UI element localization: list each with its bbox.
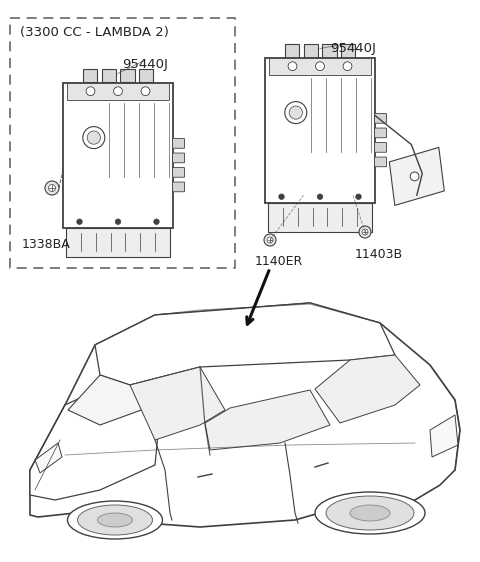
Bar [67,83,168,100]
Circle shape [141,87,150,96]
Circle shape [362,229,368,235]
Text: 1140ER: 1140ER [255,255,303,268]
Bar [66,228,170,256]
Bar [120,70,134,83]
Polygon shape [35,443,62,473]
Circle shape [359,226,371,238]
Polygon shape [95,303,395,385]
FancyBboxPatch shape [374,157,386,167]
FancyBboxPatch shape [374,143,386,152]
Ellipse shape [97,513,132,527]
Bar [101,70,116,83]
Bar [269,57,371,75]
Circle shape [86,87,95,96]
Circle shape [48,184,56,192]
Circle shape [264,234,276,246]
Polygon shape [315,355,420,423]
Polygon shape [130,367,225,440]
Circle shape [83,126,105,148]
Ellipse shape [315,492,425,534]
Circle shape [316,62,324,71]
Circle shape [45,181,59,195]
Polygon shape [68,367,200,425]
FancyBboxPatch shape [172,182,184,192]
Circle shape [77,219,82,224]
Circle shape [317,194,323,200]
Circle shape [289,106,302,119]
Polygon shape [389,147,444,205]
FancyBboxPatch shape [374,114,386,123]
Bar [268,202,372,232]
Polygon shape [205,390,330,450]
Ellipse shape [77,505,153,535]
Bar [303,44,318,57]
Circle shape [285,102,307,124]
Text: 1338BA: 1338BA [22,238,71,251]
Bar [285,44,299,57]
Circle shape [343,62,352,71]
FancyBboxPatch shape [172,153,184,163]
Polygon shape [430,415,458,457]
Ellipse shape [350,505,390,521]
Text: 95440J: 95440J [122,58,168,71]
FancyBboxPatch shape [172,167,184,177]
FancyBboxPatch shape [374,128,386,138]
Circle shape [114,87,122,96]
Bar [322,44,336,57]
Circle shape [410,172,419,181]
Circle shape [279,194,284,200]
Polygon shape [30,377,160,500]
FancyBboxPatch shape [172,139,184,148]
Bar [83,70,97,83]
Circle shape [115,219,121,224]
Text: 95440J: 95440J [330,42,376,55]
Ellipse shape [326,496,414,530]
FancyBboxPatch shape [63,83,173,228]
Circle shape [356,194,361,200]
Circle shape [267,237,273,243]
Circle shape [154,219,159,224]
Text: 11403B: 11403B [355,248,403,261]
Circle shape [87,131,100,144]
Ellipse shape [68,501,163,539]
Polygon shape [30,303,460,527]
Circle shape [288,62,297,71]
Text: (3300 CC - LAMBDA 2): (3300 CC - LAMBDA 2) [20,26,169,39]
FancyBboxPatch shape [265,57,375,202]
Bar [341,44,355,57]
Bar [139,70,153,83]
